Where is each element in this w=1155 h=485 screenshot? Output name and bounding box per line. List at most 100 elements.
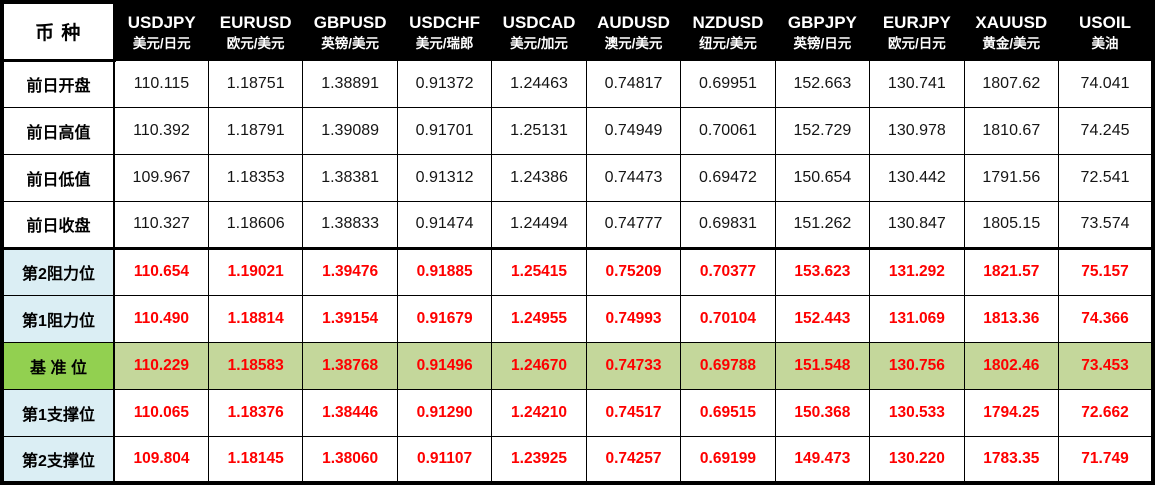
column-header-usoil: USOIL 美油	[1058, 1, 1154, 61]
value-cell: 1791.56	[963, 153, 1060, 202]
value-cell: 1.38446	[302, 388, 398, 437]
value-cell: 130.978	[869, 106, 965, 155]
table-row: 前日低值 109.967 1.18353 1.38381 0.91312 1.24386 0…	[1, 153, 1154, 202]
value-cell: 73.574	[1058, 200, 1154, 249]
value-cell: 0.74817	[585, 59, 682, 108]
value-cell: 1.18814	[207, 294, 304, 343]
value-cell: 74.245	[1058, 106, 1154, 155]
value-cell: 1.18583	[207, 341, 304, 390]
value-cell: 110.490	[113, 294, 209, 343]
column-header-nzdusd: NZDUSD 纽元/美元	[680, 1, 776, 61]
value-cell: 110.115	[113, 59, 209, 108]
value-cell: 0.91474	[396, 200, 493, 249]
value-cell: 1.38381	[302, 153, 398, 202]
column-header-audusd: AUDUSD 澳元/美元	[585, 1, 682, 61]
value-cell: 71.749	[1058, 435, 1154, 484]
value-cell: 1.19021	[207, 246, 304, 296]
value-cell: 0.91312	[396, 153, 493, 202]
value-cell: 0.91701	[396, 106, 493, 155]
header-row: 币 种 USDJPY 美元/日元 EURUSD 欧元/美元 GBPUSD 英镑/美元 USDC…	[0, 0, 1154, 62]
column-subtitle: 澳元/美元	[604, 35, 663, 51]
table-row: 基 准 位 110.229 1.18583 1.38768 0.91496 1.24670…	[1, 341, 1154, 390]
table-row: 第1支撑位 110.065 1.18376 1.38446 0.91290 1.24210…	[1, 388, 1154, 437]
column-subtitle: 英镑/美元	[321, 35, 380, 51]
column-subtitle: 黄金/美元	[982, 35, 1041, 51]
column-symbol: XAUUSD	[975, 13, 1048, 33]
value-cell: 1.24210	[491, 388, 587, 437]
value-cell: 1.18606	[207, 200, 304, 249]
value-cell: 1813.36	[963, 294, 1060, 343]
value-cell: 72.541	[1058, 153, 1154, 202]
value-cell: 1.39154	[302, 294, 398, 343]
value-cell: 152.663	[774, 59, 871, 108]
row-label: 前日开盘	[1, 59, 115, 108]
row-label: 基 准 位	[1, 341, 115, 390]
value-cell: 0.69831	[680, 200, 776, 249]
value-cell: 0.74257	[585, 435, 682, 484]
value-cell: 1821.57	[963, 246, 1060, 296]
row-label: 前日收盘	[1, 200, 115, 249]
value-cell: 1.25415	[491, 246, 587, 296]
table-row: 第2支撑位 109.804 1.18145 1.38060 0.91107 1.23925…	[1, 435, 1154, 484]
value-cell: 110.327	[113, 200, 209, 249]
value-cell: 152.443	[774, 294, 871, 343]
value-cell: 0.91679	[396, 294, 493, 343]
table-row: 第1阻力位 110.490 1.18814 1.39154 0.91679 1.24955…	[1, 294, 1154, 343]
value-cell: 130.756	[869, 341, 965, 390]
value-cell: 130.847	[869, 200, 965, 249]
value-cell: 0.74733	[585, 341, 682, 390]
value-cell: 1807.62	[963, 59, 1060, 108]
value-cell: 110.654	[113, 246, 209, 296]
corner-cell-currency-type: 币 种	[0, 0, 116, 62]
value-cell: 0.74949	[585, 106, 682, 155]
column-subtitle: 欧元/日元	[887, 35, 946, 51]
value-cell: 0.74517	[585, 388, 682, 437]
value-cell: 0.69788	[680, 341, 776, 390]
value-cell: 152.729	[774, 106, 871, 155]
value-cell: 1.38768	[302, 341, 398, 390]
value-cell: 1.18353	[207, 153, 304, 202]
value-cell: 153.623	[774, 246, 871, 296]
value-cell: 0.70061	[680, 106, 776, 155]
table-row: 前日开盘 110.115 1.18751 1.38891 0.91372 1.24463 0…	[1, 59, 1154, 108]
value-cell: 1.24955	[491, 294, 587, 343]
value-cell: 151.548	[774, 341, 871, 390]
column-header-usdjpy: USDJPY 美元/日元	[113, 1, 209, 61]
value-cell: 150.654	[774, 153, 871, 202]
value-cell: 1.39476	[302, 246, 398, 296]
value-cell: 1802.46	[963, 341, 1060, 390]
column-header-eurusd: EURUSD 欧元/美元	[207, 1, 304, 61]
value-cell: 1.18376	[207, 388, 304, 437]
row-label: 第1阻力位	[1, 294, 115, 343]
value-cell: 75.157	[1058, 246, 1154, 296]
value-cell: 1.18145	[207, 435, 304, 484]
column-symbol: NZDUSD	[692, 13, 764, 33]
row-label: 第2阻力位	[1, 246, 115, 296]
value-cell: 1.38833	[302, 200, 398, 249]
value-cell: 1.18751	[207, 59, 304, 108]
value-cell: 1.24463	[491, 59, 587, 108]
value-cell: 130.741	[869, 59, 965, 108]
value-cell: 73.453	[1058, 341, 1154, 390]
value-cell: 74.041	[1058, 59, 1154, 108]
column-header-gbpusd: GBPUSD 英镑/美元	[302, 1, 398, 61]
value-cell: 1805.15	[963, 200, 1060, 249]
column-header-eurjpy: EURJPY 欧元/日元	[869, 1, 965, 61]
column-symbol: GBPJPY	[787, 13, 857, 33]
value-cell: 0.69951	[680, 59, 776, 108]
column-symbol: USDCAD	[502, 13, 576, 33]
value-cell: 0.69515	[680, 388, 776, 437]
table-row: 前日高值 110.392 1.18791 1.39089 0.91701 1.25131 0…	[1, 106, 1154, 155]
table-body: 前日开盘 110.115 1.18751 1.38891 0.91372 1.24463 0…	[1, 59, 1154, 484]
value-cell: 0.70104	[680, 294, 776, 343]
value-cell: 1.24386	[491, 153, 587, 202]
value-cell: 0.74473	[585, 153, 682, 202]
value-cell: 1.23925	[491, 435, 587, 484]
value-cell: 131.292	[869, 246, 965, 296]
value-cell: 0.69472	[680, 153, 776, 202]
value-cell: 110.229	[113, 341, 209, 390]
column-subtitle: 美元/日元	[132, 35, 191, 51]
column-symbol: GBPUSD	[313, 13, 387, 33]
row-label: 前日高值	[1, 106, 115, 155]
